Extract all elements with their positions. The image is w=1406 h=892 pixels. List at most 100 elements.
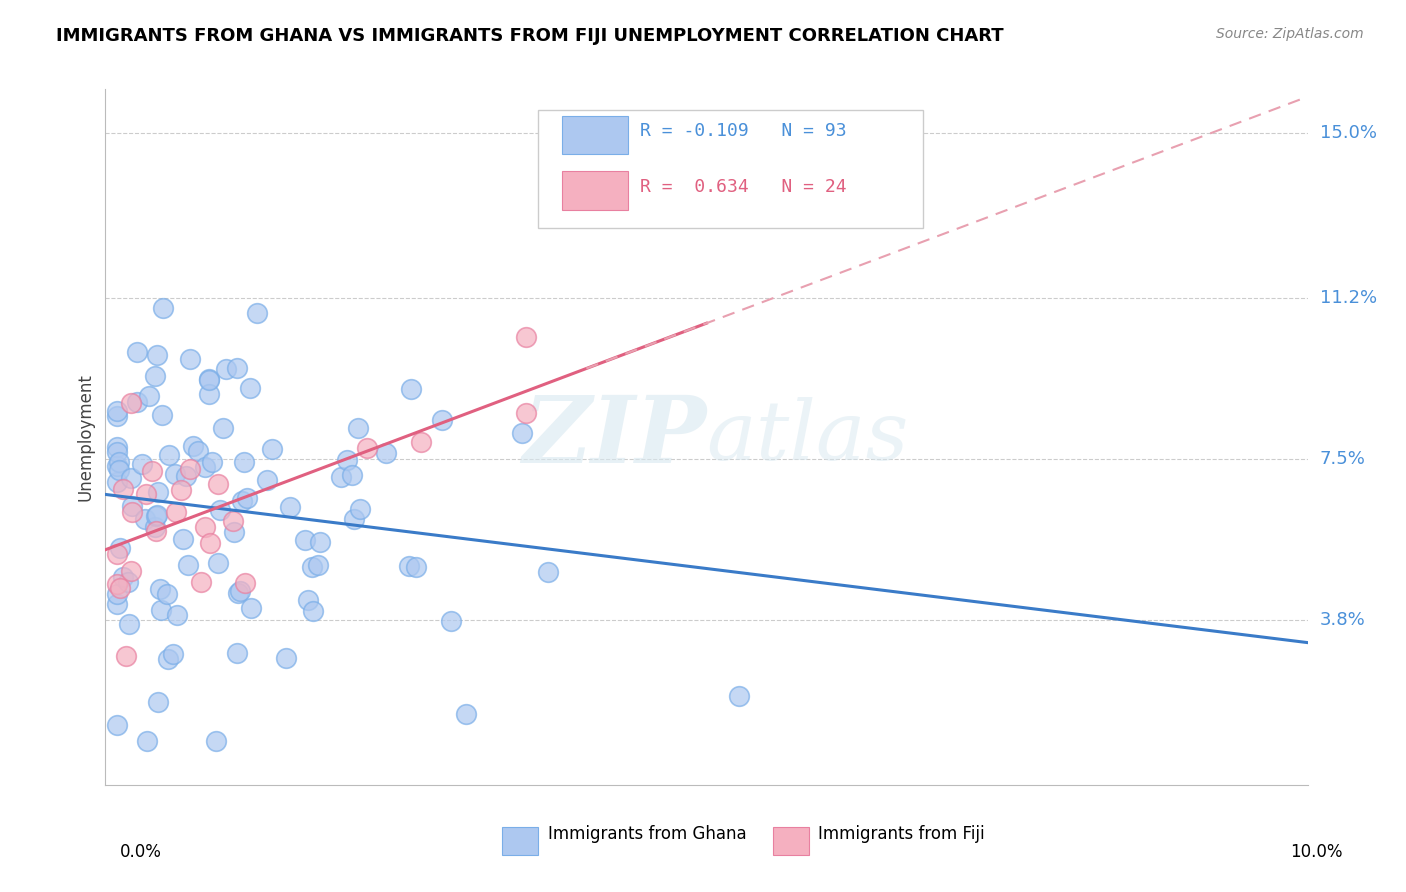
Point [330,470,353,484]
Point [179,462,201,476]
Point [515,330,537,344]
Point [208,502,231,516]
Point [156,587,179,601]
Text: 7.5%: 7.5% [1320,450,1365,467]
Point [136,734,159,748]
Point [187,444,209,458]
Text: Immigrants from Fiji: Immigrants from Fiji [818,825,986,843]
Point [127,394,149,409]
Bar [773,827,808,855]
Point [240,601,263,615]
Point [198,372,221,386]
Text: Immigrants from Ghana: Immigrants from Ghana [548,825,747,843]
Point [127,345,149,359]
Point [374,446,396,460]
Point [170,483,193,498]
Bar [562,171,628,210]
Point [111,570,134,584]
Point [201,455,224,469]
Point [276,651,298,665]
Point [108,581,131,595]
Point [215,361,238,376]
Point [728,689,751,703]
Point [107,587,129,601]
Point [149,582,172,596]
Point [107,548,129,562]
Point [225,360,247,375]
Point [224,525,246,540]
Text: Source: ZipAtlas.com: Source: ZipAtlas.com [1216,27,1364,41]
Point [198,386,221,401]
Point [194,519,217,533]
Point [207,477,229,491]
Point [107,403,129,417]
Point [162,647,184,661]
Point [411,434,433,449]
Point [149,603,172,617]
Point [342,468,364,483]
Point [430,413,453,427]
Point [301,560,323,574]
Point [207,556,229,570]
Point [108,541,131,555]
Text: IMMIGRANTS FROM GHANA VS IMMIGRANTS FROM FIJI UNEMPLOYMENT CORRELATION CHART: IMMIGRANTS FROM GHANA VS IMMIGRANTS FROM… [56,27,1004,45]
Point [134,512,156,526]
Bar [562,116,628,154]
Point [107,576,129,591]
Point [356,442,378,456]
Point [198,373,221,387]
Point [239,381,262,395]
Point [107,440,129,454]
Point [510,425,533,440]
Text: 11.2%: 11.2% [1320,289,1376,307]
Point [107,445,129,459]
Point [108,463,131,477]
Point [262,442,284,456]
Point [297,592,319,607]
Point [233,455,256,469]
Point [212,421,235,435]
Point [346,421,368,435]
Point [343,511,366,525]
Text: ZIP: ZIP [522,392,707,482]
Point [156,652,179,666]
Point [146,484,169,499]
Point [115,649,138,664]
Y-axis label: Unemployment: Unemployment [76,373,94,501]
Point [278,500,301,514]
Point [236,491,259,505]
Text: R = -0.109   N = 93: R = -0.109 N = 93 [640,122,846,140]
Point [165,467,187,482]
Point [176,469,198,483]
Point [228,584,250,599]
Point [198,536,221,550]
Text: 3.8%: 3.8% [1320,611,1365,629]
Point [176,558,198,572]
Point [190,574,212,589]
Point [150,409,173,423]
Point [165,505,187,519]
Point [145,524,167,538]
Point [222,515,245,529]
Point [118,617,141,632]
Point [143,369,166,384]
Point [454,707,477,722]
Point [107,717,129,731]
Point [146,348,169,362]
Text: atlas: atlas [707,397,908,477]
Point [405,559,427,574]
Point [349,502,371,516]
Point [194,459,217,474]
Point [120,396,142,410]
Point [107,409,129,423]
Point [166,607,188,622]
Point [515,406,537,420]
Point [146,695,169,709]
Point [225,646,247,660]
Point [107,475,129,489]
Point [226,586,249,600]
Point [107,455,129,469]
Point [131,457,153,471]
Point [172,532,194,546]
Point [309,535,332,549]
